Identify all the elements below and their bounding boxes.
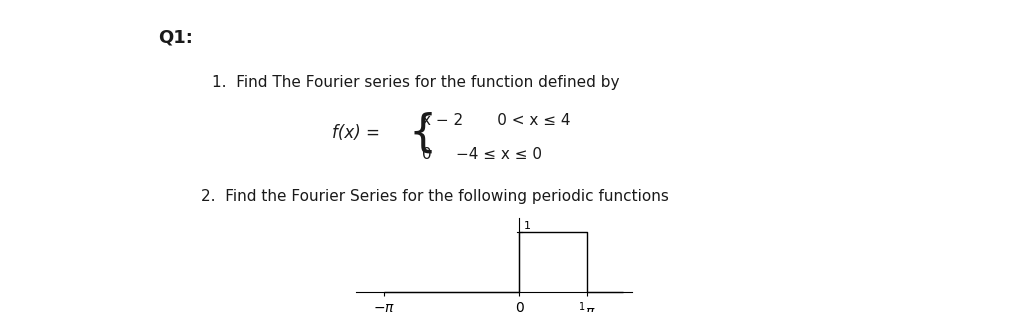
Text: 1.  Find The Fourier series for the function defined by: 1. Find The Fourier series for the funct… bbox=[212, 75, 619, 90]
Text: {: { bbox=[409, 111, 437, 154]
Text: x − 2       0 < x ≤ 4: x − 2 0 < x ≤ 4 bbox=[422, 113, 570, 128]
Text: 2.  Find the Fourier Series for the following periodic functions: 2. Find the Fourier Series for the follo… bbox=[201, 189, 669, 204]
Text: $1$: $1$ bbox=[523, 219, 530, 231]
Text: Q1:: Q1: bbox=[158, 28, 193, 46]
Text: f(x) =: f(x) = bbox=[332, 124, 385, 142]
Text: 0     −4 ≤ x ≤ 0: 0 −4 ≤ x ≤ 0 bbox=[422, 147, 542, 162]
